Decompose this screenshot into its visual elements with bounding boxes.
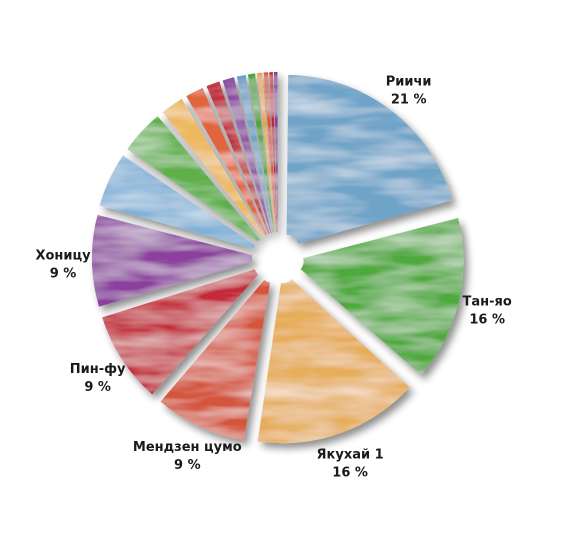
pie-slice-minor-11 — [222, 77, 272, 234]
pie-slice-2 — [257, 279, 410, 444]
pie-slice-minor-10 — [206, 81, 270, 234]
slice-name: Риичи — [386, 74, 432, 89]
pie-slice-minor-13 — [247, 73, 275, 233]
slice-percent: 21 % — [391, 92, 427, 107]
pie-labels: Риичи 21 % Тан-яо 16 % Якухай 1 16 % Мендзен ц… — [35, 74, 511, 480]
pie-slice-0 — [286, 74, 453, 244]
slice-name: Тан-яо — [463, 295, 512, 310]
slice-label: Хоницу 9 % — [35, 248, 91, 281]
pie-slices — [92, 72, 464, 444]
slice-percent: 9 % — [174, 458, 201, 473]
pie-slice-4 — [102, 269, 259, 395]
slice-name: Хоницу — [35, 248, 91, 263]
pie-slice-minor-7 — [127, 116, 261, 242]
slice-percent: 16 % — [332, 466, 368, 481]
slice-label: Якухай 1 16 % — [317, 448, 384, 481]
slice-percent: 16 % — [469, 313, 505, 328]
pie-slice-1 — [300, 217, 464, 375]
slice-label: Риичи 21 % — [386, 74, 432, 107]
pie-slice-5 — [92, 214, 253, 307]
slice-percent: 9 % — [84, 380, 111, 395]
pie-slice-minor-9 — [186, 88, 267, 236]
slice-label: Мендзен цумо 9 % — [133, 440, 242, 473]
slice-label: Пин-фу 9 % — [70, 362, 126, 395]
pie-slice-minor-8 — [162, 98, 264, 238]
slice-name: Мендзен цумо — [133, 440, 242, 455]
pie-slice-minor-6 — [99, 155, 256, 249]
slice-name: Якухай 1 — [317, 448, 384, 463]
pie-slice-minor-12 — [236, 74, 274, 233]
pie-slice-minor-14 — [256, 72, 276, 233]
slice-label: Тан-яо 16 % — [463, 295, 512, 328]
pie-slice-minor-16 — [269, 72, 278, 233]
pie-slice-3 — [160, 279, 271, 441]
slice-percent: 9 % — [50, 266, 77, 281]
pie-slice-minor-15 — [263, 72, 277, 233]
pie-slice-minor-17 — [273, 72, 278, 233]
slice-name: Пин-фу — [70, 362, 126, 377]
